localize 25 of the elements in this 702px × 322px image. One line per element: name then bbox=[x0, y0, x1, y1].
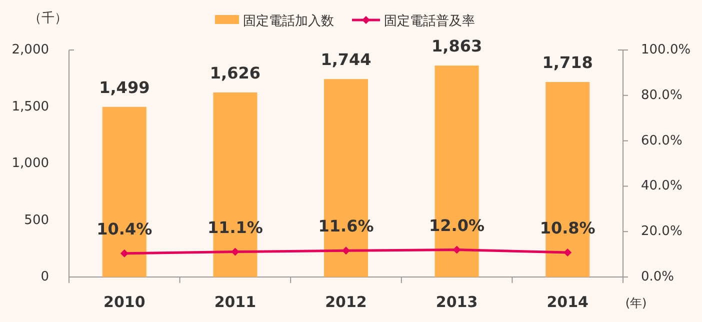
x-tick-label: 2013 bbox=[436, 293, 478, 311]
y2-tick-label: 20.0% bbox=[641, 224, 682, 240]
data-label: 1,499 bbox=[99, 78, 150, 97]
y-tick-label: 500 bbox=[24, 212, 49, 228]
data-label: 1,863 bbox=[431, 36, 482, 56]
y-tick-label: 1,500 bbox=[12, 99, 49, 114]
y-tick-label: 1,000 bbox=[12, 156, 49, 171]
y2-tick-label: 80.0% bbox=[641, 88, 682, 103]
y2-tick-label: 0.0% bbox=[641, 270, 674, 284]
legend-label: 固定電話普及率 bbox=[384, 13, 475, 29]
y2-tick-label: 40.0% bbox=[641, 178, 682, 194]
y-axis-title: （千） bbox=[28, 11, 68, 26]
data-label: 1,718 bbox=[542, 53, 593, 72]
y-tick-label: 2,000 bbox=[12, 42, 49, 58]
y2-tick-label: 60.0% bbox=[641, 133, 682, 148]
data-label: 1,626 bbox=[210, 63, 261, 82]
y2-tick-label: 100.0% bbox=[641, 42, 691, 58]
x-tick-label: 2010 bbox=[104, 293, 146, 311]
x-axis-title: (年) bbox=[625, 296, 647, 310]
x-tick-label: 2014 bbox=[546, 293, 588, 311]
legend-label: 固定電話加入数 bbox=[243, 14, 334, 29]
y-tick-label: 0 bbox=[40, 270, 49, 284]
x-tick-label: 2012 bbox=[325, 293, 367, 311]
data-label: 1,744 bbox=[320, 50, 372, 70]
x-tick-label: 2011 bbox=[214, 293, 256, 311]
